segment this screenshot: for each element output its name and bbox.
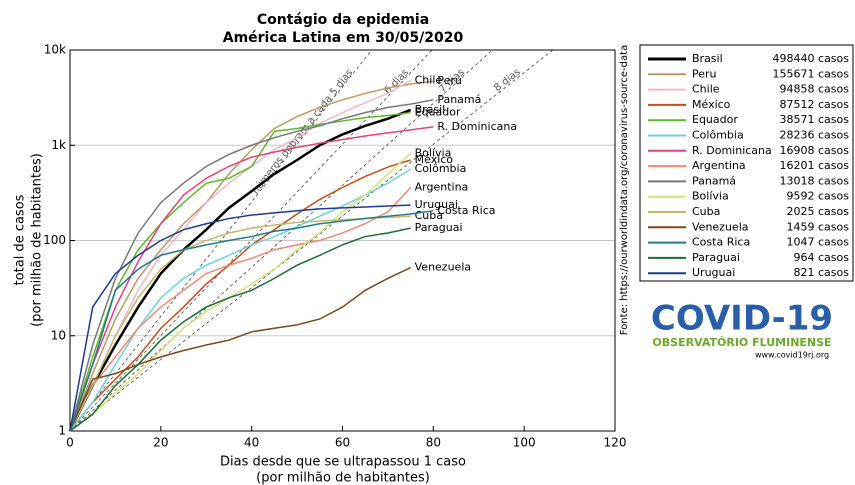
- legend-label: Cuba: [692, 205, 720, 218]
- series-end-label: Paraguai: [415, 221, 463, 234]
- y-axis-label: (por milhão de habitantes): [30, 153, 45, 327]
- x-tick-label: 20: [153, 436, 168, 450]
- legend-cases: 964 casos: [794, 251, 850, 264]
- series-end-label: Bolívia: [415, 146, 452, 159]
- series-line: [69, 159, 411, 432]
- y-axis-label: total de casos: [13, 194, 28, 285]
- legend-label: Bolívia: [692, 190, 729, 203]
- legend-label: Costa Rica: [692, 236, 750, 249]
- legend-cases: 16908 casos: [780, 144, 850, 157]
- series-line: [69, 79, 411, 432]
- x-tick-label: 120: [604, 436, 627, 450]
- legend-cases: 38571 casos: [780, 113, 850, 126]
- chart-subtitle: América Latina em 30/05/2020: [223, 30, 464, 46]
- legend-label: Equador: [692, 113, 738, 126]
- series-line: [69, 187, 412, 432]
- legend-cases: 821 casos: [794, 266, 850, 279]
- legend-cases: 1459 casos: [787, 220, 850, 233]
- series-end-label: México: [415, 153, 454, 166]
- legend-cases: 2025 casos: [787, 205, 850, 218]
- x-axis-label: (por milhão de habitantes): [256, 471, 430, 485]
- legend-cases: 13018 casos: [780, 174, 850, 187]
- y-tick-label: 10: [51, 328, 66, 342]
- x-tick-label: 100: [513, 436, 536, 450]
- series-line: [69, 152, 412, 432]
- plot-frame: [69, 49, 616, 432]
- series-line: [69, 168, 412, 432]
- y-tick-label: 1: [58, 424, 66, 438]
- legend-label: Chile: [692, 83, 720, 96]
- legend-cases: 87512 casos: [780, 98, 850, 111]
- legend-label: Paraguai: [692, 251, 740, 264]
- series-line: [69, 266, 411, 432]
- source-note: Fonte: https://ourworldindata.org/corona…: [619, 45, 630, 335]
- series-end-label: Equador: [415, 106, 461, 119]
- doubling-line: [69, 49, 554, 432]
- legend-cases: 94858 casos: [780, 83, 850, 96]
- series-end-label: Chile: [415, 73, 443, 86]
- series-end-label: Colômbia: [415, 162, 467, 175]
- legend-cases: 1047 casos: [787, 236, 850, 249]
- logo: COVID-19 OBSERVATÓRIO FLUMINENSE www.cov…: [651, 299, 833, 360]
- series-end-label: R. Dominicana: [437, 120, 517, 133]
- series-line: [69, 227, 411, 432]
- series-end-label: Brasil: [415, 103, 446, 116]
- series-line: [68, 108, 412, 432]
- legend-cases: 155671 casos: [773, 67, 850, 80]
- y-tick-label: 1k: [51, 138, 66, 152]
- series-end-label: Venezuela: [415, 261, 472, 274]
- x-tick-label: 80: [426, 436, 441, 450]
- doubling-label: 8 dias: [492, 67, 522, 94]
- logo-url: www.covid19rj.org: [755, 351, 829, 360]
- legend-cases: 9592 casos: [787, 190, 850, 203]
- legend-cases: 16201 casos: [780, 159, 850, 172]
- series-end-label: Uruguai: [415, 198, 458, 211]
- x-tick-label: 0: [66, 436, 74, 450]
- logo-subtitle: OBSERVATÓRIO FLUMINENSE: [652, 336, 831, 349]
- series-end-label: Panamá: [437, 93, 481, 106]
- series-line: [69, 99, 434, 432]
- legend-label: Venezuela: [692, 220, 749, 233]
- legend-label: Colômbia: [692, 129, 744, 142]
- series-line: [69, 204, 411, 432]
- series-end-label: Costa Rica: [437, 204, 495, 217]
- doubling-line: [69, 49, 433, 432]
- legend-label: México: [692, 98, 731, 111]
- y-tick-label: 100: [43, 233, 66, 247]
- series-end-label: Argentina: [415, 181, 469, 194]
- series-end-label: Peru: [437, 74, 462, 87]
- series-line: [69, 111, 411, 432]
- y-tick-label: 10k: [44, 43, 66, 57]
- legend-label: Uruguai: [692, 266, 735, 279]
- legend-label: Argentina: [692, 159, 746, 172]
- logo-title: COVID-19: [651, 299, 833, 339]
- doubling-line: [69, 49, 493, 432]
- x-tick-label: 60: [335, 436, 350, 450]
- legend-label: Peru: [692, 67, 717, 80]
- x-axis-label: Dias desde que se ultrapassou 1 caso: [220, 455, 466, 470]
- series-line: [69, 80, 434, 432]
- series-line: [69, 210, 434, 432]
- chart-title: Contágio da epidemia: [257, 12, 429, 28]
- legend-label: Panamá: [692, 174, 736, 187]
- legend-cases: 498440 casos: [773, 52, 850, 65]
- legend-cases: 28236 casos: [780, 129, 850, 142]
- legend-label: R. Dominicana: [692, 144, 772, 157]
- doubling-label: números dobram a cada 5 dias: [249, 67, 355, 196]
- legend-label: Brasil: [692, 52, 723, 65]
- x-tick-label: 40: [244, 436, 259, 450]
